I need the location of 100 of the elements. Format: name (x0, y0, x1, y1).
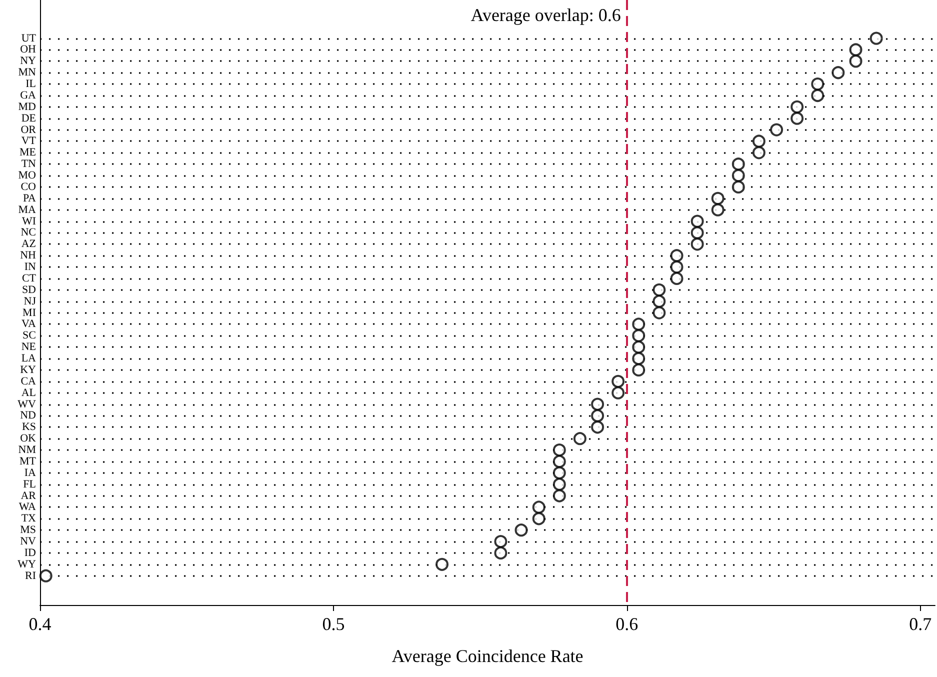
point (752, 146, 766, 160)
y-tick-label: WY (18, 558, 36, 570)
y-tick-label: NH (20, 250, 36, 262)
y-tick-label: ME (20, 146, 36, 159)
y-tick-label: RI (25, 570, 36, 582)
y-tick-label: AL (21, 386, 36, 399)
point (790, 112, 804, 125)
point (632, 329, 646, 342)
point (732, 180, 745, 194)
y-tick-label: NY (20, 55, 36, 68)
point (811, 78, 824, 91)
point (591, 420, 604, 434)
y-tick-label: MA (18, 204, 36, 216)
y-tick-label: NC (20, 226, 36, 239)
y-tick-label: MN (18, 66, 36, 79)
point (732, 158, 745, 171)
point (690, 226, 704, 240)
point (612, 386, 625, 400)
point (494, 535, 508, 548)
y-tick-label: GA (20, 89, 36, 102)
point (552, 466, 566, 480)
point (532, 512, 546, 526)
y-tick-label: KS (22, 421, 36, 434)
point (436, 558, 449, 571)
y-tick-label: ND (20, 410, 36, 422)
y-tick-label: TN (21, 158, 36, 170)
x-axis-title: Average Coincidence Rate (392, 646, 584, 666)
y-tick-label: IA (24, 466, 36, 479)
point (652, 283, 666, 296)
point (514, 524, 528, 537)
y-tick-label: MD (18, 100, 36, 113)
point (552, 489, 566, 502)
y-tick-label: AR (20, 490, 37, 502)
y-tick-label: MO (18, 170, 36, 182)
y-tick-label: OH (20, 44, 36, 56)
point (552, 454, 566, 468)
point (849, 43, 862, 56)
y-tick-label: MI (22, 306, 36, 319)
point (552, 444, 566, 457)
y-tick-label: KY (20, 364, 36, 376)
y-tick-label: UT (21, 32, 36, 44)
point (591, 409, 604, 422)
point (652, 306, 666, 320)
y-tick-label: WV (18, 398, 36, 410)
point (632, 340, 646, 354)
y-tick-label: NJ (24, 295, 37, 308)
point (532, 500, 546, 514)
x-tick-label: 0.7 (909, 614, 932, 634)
y-tick-label: MT (20, 455, 36, 468)
point (732, 169, 745, 182)
ref-line-label: Average overlap: 0.6 (470, 5, 621, 25)
point (670, 272, 684, 285)
x-tick-label: 0.6 (616, 614, 638, 634)
y-tick-label: NE (21, 341, 36, 354)
y-tick-label: VA (22, 318, 36, 330)
point (632, 318, 646, 331)
y-tick-label: WA (18, 501, 36, 514)
point (652, 294, 666, 308)
y-tick-label: AZ (21, 238, 36, 250)
point (752, 134, 766, 148)
y-tick-label: OR (20, 124, 37, 136)
point (494, 546, 508, 560)
point (790, 100, 804, 114)
y-tick-label: NV (20, 536, 36, 548)
y-tick-label: ID (24, 546, 36, 559)
point (870, 32, 883, 45)
y-tick-label: SD (22, 284, 36, 296)
y-tick-label: WI (22, 215, 36, 228)
y-tick-label: LA (21, 352, 36, 365)
point (612, 374, 625, 388)
point (552, 478, 566, 491)
y-tick-label: DE (21, 112, 36, 124)
point (670, 260, 684, 274)
point (711, 192, 724, 205)
x-tick-label: 0.4 (28, 614, 52, 634)
point (591, 398, 604, 411)
y-tick-label: VT (21, 135, 36, 148)
y-tick-label: MS (20, 524, 36, 536)
y-tick-label: IL (26, 78, 36, 90)
point (711, 203, 724, 216)
point (39, 569, 52, 582)
point (690, 238, 704, 251)
y-tick-label: CA (20, 375, 36, 388)
y-tick-label: NM (18, 444, 36, 456)
point (632, 363, 646, 376)
x-tick-label: 0.5 (322, 614, 345, 634)
point (670, 249, 684, 262)
y-tick-label: OK (20, 432, 36, 445)
point (811, 89, 824, 102)
y-tick-label: SC (22, 330, 36, 342)
point (632, 352, 646, 366)
point (770, 123, 784, 136)
y-tick-label: PA (22, 192, 36, 204)
y-tick-label: FL (23, 478, 36, 490)
point (573, 432, 586, 446)
y-tick-label: CO (20, 180, 36, 193)
point (832, 66, 845, 80)
y-tick-label: CT (22, 272, 36, 284)
y-tick-label: IN (24, 261, 36, 274)
point (849, 54, 862, 68)
